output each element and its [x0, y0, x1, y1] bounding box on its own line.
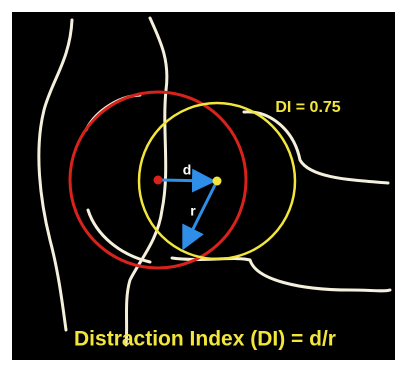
- diagram: d r DI = 0.75 Distraction Index (DI) = d…: [0, 0, 401, 367]
- distance-label: d: [183, 162, 192, 178]
- femoral-center: [154, 176, 163, 185]
- distance-arrow: [161, 180, 210, 181]
- acetabular-center: [213, 177, 222, 186]
- caption: Distraction Index (DI) = d/r: [74, 328, 336, 351]
- radius-label: r: [190, 203, 196, 219]
- index-label: DI = 0.75: [275, 99, 340, 116]
